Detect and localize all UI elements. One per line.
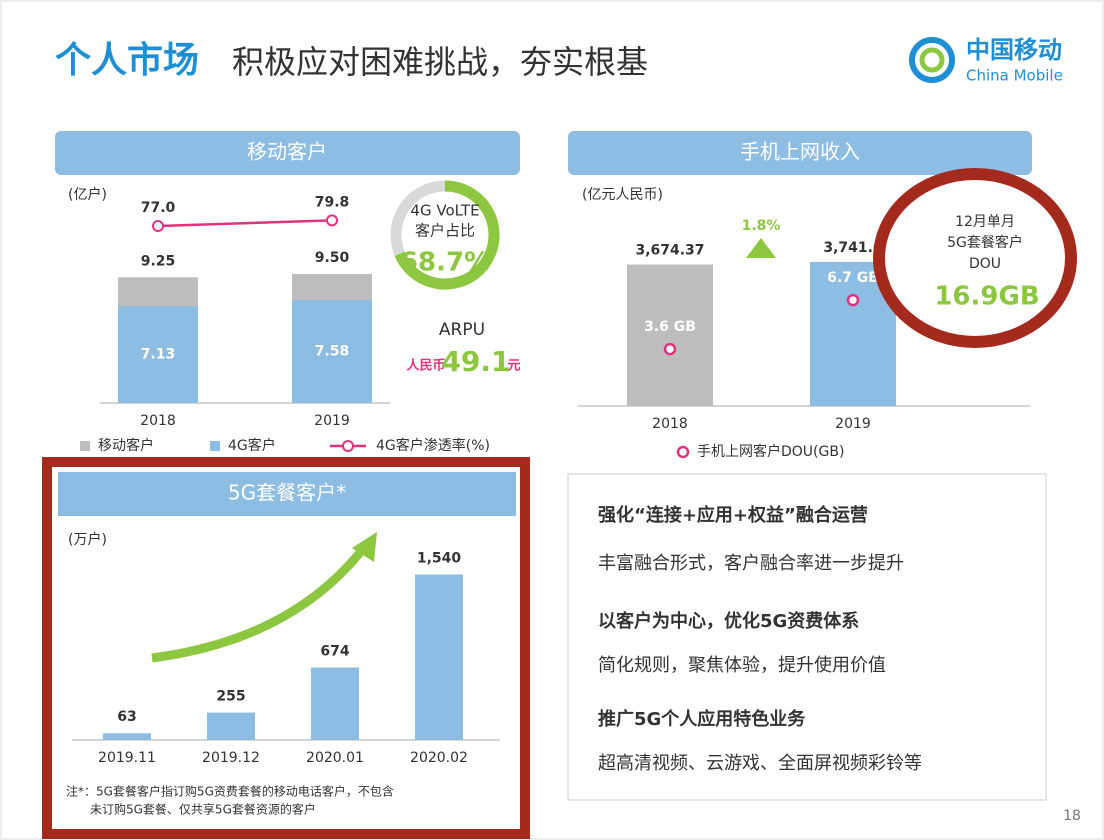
logo-ring — [919, 47, 945, 73]
data-label: 3,741.6 — [823, 240, 882, 256]
data-label: 1,540 — [417, 550, 462, 566]
data-label: 3,674.37 — [635, 243, 704, 259]
logo-cn: 中国移动 — [966, 36, 1062, 64]
panel-title: 移动客户 — [247, 140, 327, 164]
legend-swatch — [342, 440, 354, 452]
dou-marker — [663, 342, 677, 356]
note: 注*：5G套餐客户指订购5G资费套餐的移动电话客户，不包含 — [66, 784, 394, 799]
callout-line: 12月单月 — [955, 214, 1015, 230]
kpi-value: 49.1 — [441, 345, 510, 378]
panel-header — [58, 472, 516, 516]
bar — [627, 264, 713, 406]
legend-label: 4G客户 — [228, 437, 276, 454]
panel-title: 手机上网收入 — [740, 140, 860, 164]
legend-swatch — [676, 445, 690, 459]
panel-header — [568, 131, 1032, 175]
x-tick-label: 2018 — [652, 416, 688, 432]
unit-label: (万户) — [68, 531, 107, 548]
dou-marker — [846, 293, 860, 307]
kpi-prefix: 人民币 — [406, 358, 445, 374]
line-marker — [326, 214, 338, 227]
annotation: 1.8% — [742, 218, 781, 234]
data-label: 255 — [216, 689, 245, 705]
panel-header — [55, 131, 520, 175]
highlight-box — [42, 457, 530, 839]
highlight-circle — [873, 168, 1077, 348]
data-label: 77.0 — [141, 200, 176, 216]
x-tick-label: 2018 — [140, 413, 176, 429]
data-label: 7.13 — [141, 347, 176, 363]
x-tick-label: 2019.12 — [202, 750, 260, 766]
x-tick-label: 2019 — [835, 416, 871, 432]
kpi-label: ARPU — [439, 320, 485, 340]
data-label: 9.50 — [315, 250, 350, 266]
unit-label: (亿元人民币) — [582, 187, 663, 203]
growth-arrow — [151, 547, 366, 663]
data-label: 9.25 — [141, 253, 176, 269]
panel-title: 5G套餐客户* — [228, 481, 346, 505]
box-body: 简化规则，聚焦体验，提升使用价值 — [598, 655, 886, 676]
bar — [207, 712, 255, 740]
title-rest: 积极应对困难挑战，夯实根基 — [232, 43, 648, 81]
legend-label: 手机上网客户DOU(GB) — [697, 443, 844, 460]
bar — [311, 667, 359, 740]
text-box — [567, 473, 1047, 801]
box-heading: 强化“连接+应用+权益”融合运营 — [598, 504, 868, 526]
callout-value: 16.9GB — [934, 282, 1039, 312]
box-heading: 推广5G个人应用特色业务 — [598, 708, 806, 730]
data-label: 63 — [117, 709, 136, 725]
data-label: 7.58 — [315, 344, 350, 360]
legend-swatch — [210, 441, 220, 451]
line — [157, 219, 333, 228]
legend-swatch — [80, 441, 90, 451]
box-body: 超高清视频、云游戏、全面屏视频彩铃等 — [598, 753, 922, 774]
note: 未订购5G套餐、仅共享5G套餐资源的客户 — [90, 802, 316, 817]
callout-line: DOU — [969, 256, 1001, 272]
page-number: 18 — [1063, 808, 1081, 824]
legend-label: 4G客户渗透率(%) — [376, 437, 490, 454]
bar — [103, 733, 151, 740]
donut-label: 客户占比 — [415, 222, 475, 240]
logo-en: China Mobile — [966, 67, 1063, 85]
donut-label: 4G VoLTE — [410, 202, 479, 220]
kpi-unit: 元 — [507, 359, 520, 374]
title-main: 个人市场 — [55, 40, 199, 81]
data-label: 79.8 — [315, 194, 350, 210]
x-tick-label: 2020.02 — [410, 750, 468, 766]
donut-arc — [394, 180, 500, 290]
donut-value: 68.7% — [400, 248, 490, 278]
x-tick-label: 2020.01 — [306, 750, 364, 766]
logo — [909, 37, 955, 83]
dou-label: 3.6 GB — [644, 319, 696, 335]
bar — [118, 306, 198, 403]
x-tick-label: 2019.11 — [98, 750, 156, 766]
box-body: 丰富融合形式，客户融合率进一步提升 — [598, 553, 904, 574]
logo-ring — [909, 37, 955, 83]
box-heading: 以客户为中心，优化5G资费体系 — [598, 610, 859, 632]
bar — [292, 300, 372, 403]
bar — [415, 574, 463, 740]
growth-arrowhead — [352, 532, 377, 562]
callout-line: 5G套餐客户 — [947, 234, 1023, 251]
unit-label: (亿户) — [68, 186, 107, 203]
data-label: 674 — [320, 644, 349, 660]
x-tick-label: 2019 — [314, 413, 350, 429]
legend-label: 移动客户 — [98, 437, 154, 454]
annotation-triangle — [746, 238, 776, 258]
line-marker — [152, 220, 164, 232]
dou-label: 6.7 GB — [827, 270, 879, 286]
callout-bg — [879, 174, 1071, 342]
